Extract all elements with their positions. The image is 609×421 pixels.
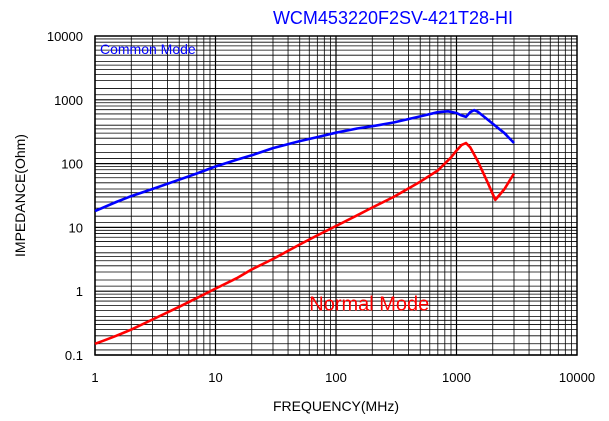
chart-grid	[94, 36, 577, 356]
series-layer	[94, 108, 516, 346]
annotation-common-mode: Common Mode	[100, 41, 196, 57]
x-tick-label: 10	[208, 370, 222, 385]
y-tick-label: 10000	[47, 29, 83, 44]
y-tick-label: 10	[69, 220, 83, 235]
y-tick-label: 1000	[54, 93, 83, 108]
x-tick-label: 1000	[442, 370, 471, 385]
series-line-normal-mode	[94, 141, 516, 346]
annotations: Common Mode Normal Mode	[100, 41, 429, 315]
chart-title: WCM453220F2SV-421T28-HI	[273, 8, 513, 28]
series-line-common-mode	[94, 108, 515, 213]
plot-frame	[94, 35, 578, 356]
annotation-normal-mode: Normal Mode	[309, 293, 429, 315]
y-tick-label: 1	[76, 284, 83, 299]
x-tick-label: 100	[325, 370, 347, 385]
x-tick-label: 10000	[559, 370, 595, 385]
x-tick-labels: 1 10 100 1000 10000	[91, 370, 595, 385]
y-axis-label: IMPEDANCE(Ohm)	[12, 134, 28, 257]
y-tick-labels: 10000 1000 100 10 1 0.1	[47, 29, 83, 363]
y-tick-label: 0.1	[65, 348, 83, 363]
x-tick-label: 1	[91, 370, 98, 385]
x-axis-label: FREQUENCY(MHz)	[273, 398, 399, 414]
y-tick-label: 100	[61, 157, 83, 172]
